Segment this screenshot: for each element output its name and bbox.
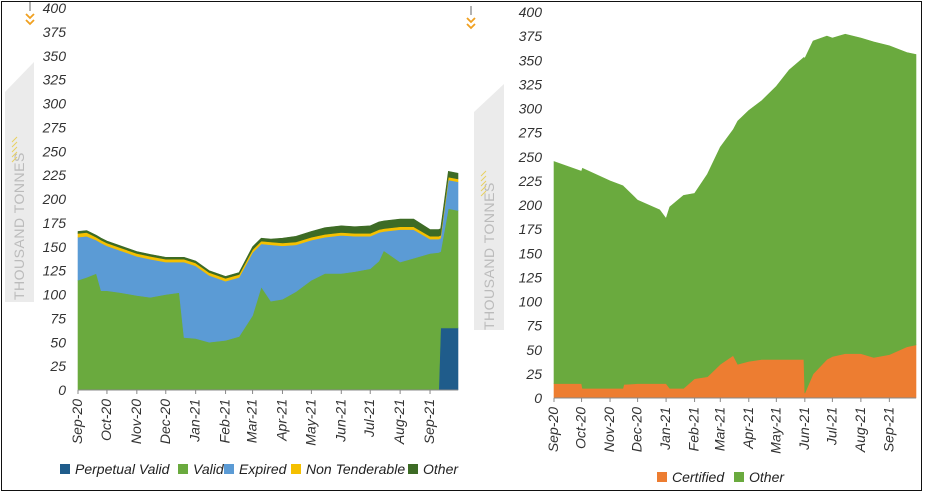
y-tick-label: 300 (519, 101, 543, 117)
y-tick-label: 400 (519, 4, 543, 20)
legend-swatch (408, 464, 418, 474)
x-tick-label: Aug-21 (391, 399, 407, 445)
y-tick-label: 225 (518, 173, 543, 189)
legend-swatch (224, 464, 234, 474)
x-tick-label: Feb-21 (686, 407, 702, 451)
y-tick-label: 125 (519, 269, 543, 285)
legend-label: Other (749, 469, 785, 485)
x-tick-label: Mar-21 (244, 399, 260, 443)
right-chart: 0 25 50 75 100 125 150 175 200 225 250 275 300 325 350… (518, 4, 917, 485)
left-chart: 0 25 50 75 100 125 150 175 200 225 250 275 300 325 350… (42, 0, 460, 477)
x-tick-label: Jun-21 (796, 407, 812, 451)
y-tick-label: 200 (518, 197, 543, 213)
y-tick-label: 225 (42, 167, 67, 183)
x-tick-label: Jul-21 (823, 407, 839, 446)
x-tick-label: Jun-21 (332, 399, 348, 443)
x-tick-label: Apr-21 (740, 407, 756, 450)
legend-item: Perpetual Valid (60, 461, 171, 477)
y-tick-label: 100 (43, 287, 67, 303)
legend-item: Certified (657, 469, 725, 485)
chevron-down-icon (466, 6, 476, 30)
x-tick-label: Mar-21 (711, 407, 727, 451)
x-tick-label: Jan-21 (187, 399, 203, 443)
x-tick-label: Jul-21 (361, 399, 377, 438)
y-tick-label: 175 (43, 215, 67, 231)
y-tick-label: 400 (43, 0, 67, 16)
x-tick-label: May-21 (302, 399, 318, 446)
y-tick-label: 100 (519, 294, 543, 310)
y-tick-label: 175 (519, 221, 543, 237)
ylabel-right: THOUSAND TONNES (481, 182, 497, 330)
legend-label: Other (423, 461, 459, 477)
y-tick-label: 25 (525, 366, 542, 382)
x-tick-label: Jan-21 (657, 407, 673, 451)
x-tick-label: Sep-20 (545, 407, 561, 452)
legend-swatch (657, 472, 667, 482)
y-tick-label: 275 (518, 125, 543, 141)
y-tick-label: 200 (42, 191, 67, 207)
legend-item: Non Tenderable (291, 461, 405, 477)
y-tick-label: 75 (50, 310, 66, 326)
x-tick-label: Feb-21 (217, 399, 233, 443)
x-tick-label: Dec-20 (629, 407, 645, 452)
x-tick-label: Oct-20 (98, 399, 114, 441)
y-tick-label: 150 (43, 239, 67, 255)
y-tick-label: 325 (519, 76, 543, 92)
y-tick-label: 350 (43, 48, 67, 64)
ylabel-left: THOUSAND TONNES (11, 152, 27, 300)
y-tick-label: 75 (526, 318, 542, 334)
y-tick-label: 25 (49, 358, 66, 374)
legend-item: Valid (178, 461, 225, 477)
ylabel-band (5, 62, 34, 302)
y-tick-label: 350 (519, 52, 543, 68)
legend-item: Other (734, 469, 785, 485)
y-tick-label: 375 (519, 28, 543, 44)
x-tick-label: Aug-21 (852, 407, 868, 453)
x-tick-label: Nov-20 (601, 407, 617, 452)
legend-label: Non Tenderable (306, 461, 405, 477)
y-tick-label: 275 (42, 119, 67, 135)
y-tick-label: 300 (43, 96, 67, 112)
x-tick-label: Apr-21 (273, 399, 289, 442)
y-tick-label: 0 (534, 390, 542, 406)
y-tick-label: 50 (50, 334, 66, 350)
legend-item: Expired (224, 461, 288, 477)
legend-swatch (734, 472, 744, 482)
legend-label: Valid (193, 461, 225, 477)
legend-label: Certified (672, 469, 725, 485)
legend-swatch (60, 464, 70, 474)
legend-item: Other (408, 461, 459, 477)
x-tick-label: Sep-20 (69, 399, 85, 444)
legend-label: Expired (239, 461, 288, 477)
y-tick-label: 375 (43, 24, 67, 40)
x-tick-label: Sep-21 (421, 399, 437, 444)
hatch-decoration (11, 136, 487, 197)
x-tick-label: Sep-21 (880, 407, 896, 452)
y-tick-label: 0 (58, 382, 66, 398)
y-tick-label: 250 (518, 149, 543, 165)
x-tick-label: May-21 (767, 407, 783, 454)
legend-swatch (178, 464, 188, 474)
area-series-other (553, 33, 917, 394)
y-tick-label: 125 (43, 263, 67, 279)
x-tick-label: Oct-20 (573, 407, 589, 449)
legend-label: Perpetual Valid (75, 461, 171, 477)
x-tick-label: Dec-20 (157, 399, 173, 444)
y-tick-label: 150 (519, 245, 543, 261)
y-tick-label: 50 (526, 342, 542, 358)
x-tick-label: Nov-20 (128, 399, 144, 444)
legend-swatch (291, 464, 301, 474)
y-tick-label: 325 (43, 72, 67, 88)
y-tick-label: 250 (42, 143, 67, 159)
chevron-down-icon (25, 2, 35, 26)
ylabel-band (474, 84, 504, 330)
area-series-other (77, 170, 459, 279)
